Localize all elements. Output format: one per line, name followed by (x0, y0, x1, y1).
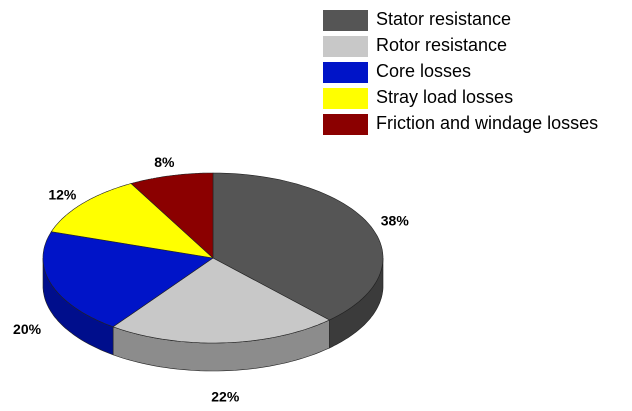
legend-label: Stator resistance (376, 9, 511, 29)
slice (50, 183, 214, 259)
legend-swatch (323, 62, 368, 83)
legend-label: Core losses (376, 61, 471, 81)
legend-label: Rotor resistance (376, 35, 507, 55)
slice (42, 231, 214, 328)
slice (112, 257, 331, 344)
data-label: 38% (381, 213, 410, 229)
legend-swatch (323, 88, 368, 109)
legend-swatch (323, 10, 368, 31)
legend-swatch (323, 36, 368, 57)
data-label: 12% (48, 186, 77, 202)
legend-label: Stray load losses (376, 87, 513, 107)
data-label: 8% (154, 154, 175, 170)
legend-swatch (323, 114, 368, 135)
data-label: 20% (13, 321, 42, 337)
legend-label: Friction and windage losses (376, 113, 598, 133)
data-label: 22% (211, 388, 240, 404)
slice (212, 172, 384, 321)
slice (130, 172, 214, 259)
